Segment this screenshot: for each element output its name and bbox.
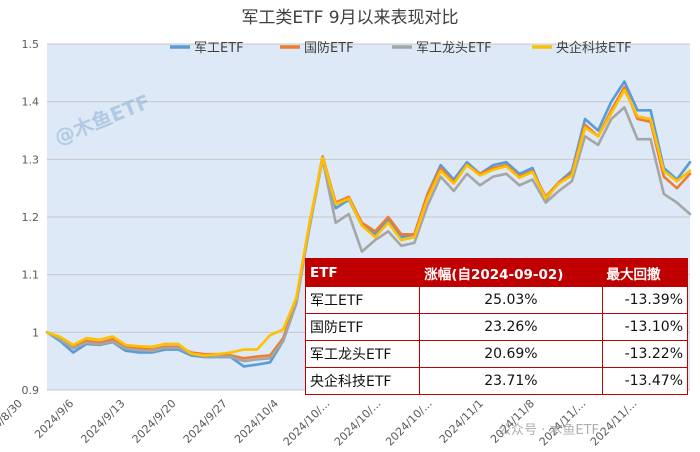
etf-drawdown: -13.47% <box>601 367 689 395</box>
x-tick-label: 2024/10/... <box>332 397 384 449</box>
x-tick-label: 2024/8/30 <box>0 397 25 446</box>
etf-name: 军工ETF <box>304 286 421 314</box>
footer-watermark: 公众号 · 木鱼ETF <box>498 422 599 438</box>
y-tick-label: 1.1 <box>22 269 40 282</box>
etf-name: 央企科技ETF <box>304 367 421 395</box>
y-tick-label: 1.5 <box>22 38 40 51</box>
x-tick-label: 2024/9/6 <box>32 397 76 441</box>
header-return: 涨幅(自2024-09-02) <box>419 258 603 287</box>
table-row: 国防ETF 23.26% -13.10% <box>304 313 689 341</box>
etf-return: 25.03% <box>419 286 603 314</box>
header-etf: ETF <box>304 258 421 287</box>
header-max-drawdown: 最大回撤 <box>601 258 689 287</box>
x-tick-label: 2024/11/1 <box>437 397 486 446</box>
legend-label: 军工ETF <box>194 41 244 56</box>
series-line <box>45 88 692 357</box>
etf-return: 23.26% <box>419 313 603 341</box>
y-tick-label: 1 <box>32 326 39 339</box>
summary-table: ETF 涨幅(自2024-09-02) 最大回撤 军工ETF 25.03% -1… <box>304 258 689 395</box>
x-tick-label: 2024/10/... <box>281 397 333 449</box>
y-tick-label: 1.4 <box>22 96 40 109</box>
chart-title: 军工类ETF 9月以来表现对比 <box>241 8 458 28</box>
x-tick-label: 2024/9/27 <box>181 397 230 446</box>
legend-label: 央企科技ETF <box>556 40 632 56</box>
etf-return: 20.69% <box>419 340 603 368</box>
table-row: 军工ETF 25.03% -13.39% <box>304 286 689 314</box>
etf-name: 国防ETF <box>304 313 421 341</box>
legend-label: 国防ETF <box>304 40 354 56</box>
legend: 军工ETF 国防ETF 军工龙头ETF 央企科技ETF <box>170 40 632 56</box>
x-tick-label: 2024/11/8 <box>488 397 537 446</box>
series-line <box>45 106 692 363</box>
etf-drawdown: -13.39% <box>601 286 689 314</box>
x-tick-label: 2024/10/... <box>383 397 435 449</box>
x-tick-label: 2024/10/4 <box>232 397 281 446</box>
etf-drawdown: -13.10% <box>601 313 689 341</box>
table-row: 军工龙头ETF 20.69% -13.22% <box>304 340 689 368</box>
etf-return: 23.71% <box>419 367 603 395</box>
series-layer <box>45 80 692 368</box>
table-row: 央企科技ETF 23.71% -13.47% <box>304 367 689 395</box>
table-header-row: ETF 涨幅(自2024-09-02) 最大回撤 <box>304 258 689 287</box>
y-tick-label: 1.3 <box>22 153 40 166</box>
x-tick-label: 2024/9/20 <box>130 397 179 446</box>
legend-label: 军工龙头ETF <box>416 41 492 56</box>
y-axis: 0.9 1 1.1 1.2 1.3 1.4 1.5 <box>22 38 40 397</box>
etf-drawdown: -13.22% <box>601 340 689 368</box>
y-tick-label: 1.2 <box>22 211 40 224</box>
y-tick-label: 0.9 <box>22 384 40 397</box>
x-tick-label: 2024/9/13 <box>78 397 127 446</box>
etf-name: 军工龙头ETF <box>304 340 421 368</box>
